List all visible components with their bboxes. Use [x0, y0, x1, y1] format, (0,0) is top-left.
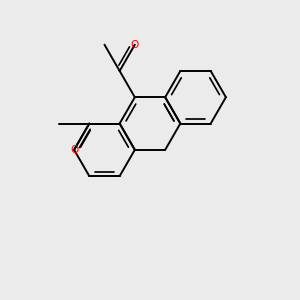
- Text: O: O: [70, 145, 78, 155]
- Text: O: O: [131, 40, 139, 50]
